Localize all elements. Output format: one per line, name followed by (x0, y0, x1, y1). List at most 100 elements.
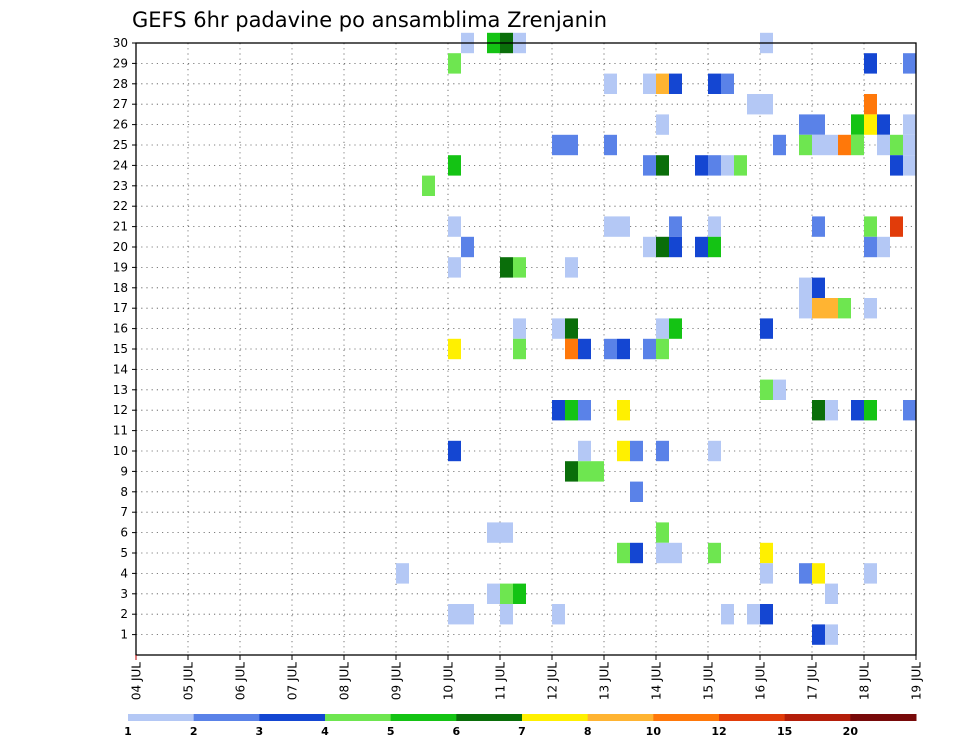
colorbar-tick-label: 8 (584, 725, 592, 738)
x-tick-label: 19 JUL (910, 662, 924, 700)
colorbar: 1 2 3 4 5 6 7 8 10 12 15 20 (124, 714, 917, 738)
precip-cell (591, 461, 604, 482)
precip-cell (760, 379, 773, 400)
x-tick-label: 10 JUL (442, 662, 456, 700)
precip-cell (721, 155, 734, 176)
precip-cell (838, 298, 851, 319)
y-tick-label: 4 (120, 566, 128, 580)
precip-cell (812, 563, 825, 584)
y-tick-label: 21 (113, 220, 128, 234)
precip-cell (500, 604, 513, 625)
precip-cell (669, 236, 682, 258)
x-tick-label: 16 JUL (754, 662, 768, 700)
precip-cell (552, 400, 565, 421)
precip-cell (643, 73, 656, 94)
precip-cell (903, 400, 916, 421)
precip-cell (630, 481, 643, 502)
precip-cell (643, 155, 656, 176)
precip-cell (851, 114, 864, 135)
precip-cell (448, 155, 461, 176)
y-axis: 1234567891011121314151617181920212223242… (113, 36, 136, 642)
precip-cell (643, 236, 656, 258)
y-tick-label: 15 (113, 342, 128, 356)
colorbar-tick-label: 12 (711, 725, 726, 738)
precip-cell (864, 563, 877, 584)
precip-cell (747, 604, 760, 625)
precip-cell (565, 257, 578, 278)
precip-cell (708, 542, 721, 564)
y-tick-label: 12 (113, 403, 128, 417)
precip-cell (513, 583, 526, 604)
precip-cell (617, 400, 630, 421)
precip-cell (448, 338, 461, 360)
precip-cell (513, 318, 526, 339)
colorbar-swatch (259, 714, 326, 721)
precip-cell (578, 461, 591, 482)
precip-cell (513, 338, 526, 360)
precip-cell (630, 542, 643, 564)
precip-cell (838, 134, 851, 156)
precip-cell (851, 134, 864, 156)
precip-cell (656, 155, 669, 176)
precip-cell (812, 400, 825, 421)
precip-cell (825, 298, 838, 319)
y-tick-label: 9 (120, 464, 128, 478)
precip-cell (669, 542, 682, 564)
colorbar-swatch (456, 714, 523, 721)
precip-cell (656, 318, 669, 339)
precip-cell (903, 53, 916, 74)
y-tick-label: 2 (120, 607, 128, 621)
precip-cell (604, 73, 617, 94)
precip-cell (578, 400, 591, 421)
y-tick-label: 23 (113, 179, 128, 193)
precip-cell (461, 236, 474, 258)
precip-cell (760, 318, 773, 339)
precip-cell (773, 134, 786, 156)
precip-cell (487, 583, 500, 604)
precip-cell (604, 134, 617, 156)
colorbar-swatch (850, 714, 917, 721)
precip-cell (643, 338, 656, 360)
precip-cell (617, 338, 630, 360)
y-tick-label: 1 (120, 628, 128, 642)
precip-cell (812, 134, 825, 156)
precip-cell (604, 338, 617, 360)
colorbar-swatch (193, 714, 260, 721)
precip-cell (552, 604, 565, 625)
colorbar-tick-label: 15 (777, 725, 792, 738)
x-tick-label: 04 JUL (130, 662, 144, 700)
colorbar-tick-label: 4 (321, 725, 329, 738)
precip-cell (617, 440, 630, 462)
precip-cell (500, 583, 513, 604)
precip-cell (565, 400, 578, 421)
precip-cell (877, 236, 890, 258)
precip-cell (695, 155, 708, 176)
precip-cell (799, 563, 812, 584)
precip-cell (773, 379, 786, 400)
y-tick-label: 26 (113, 118, 128, 132)
precip-cell (656, 440, 669, 462)
precip-cell (656, 542, 669, 564)
precip-cell (565, 338, 578, 360)
colorbar-tick-label: 2 (190, 725, 198, 738)
precip-cell (565, 318, 578, 339)
precip-cell (656, 522, 669, 543)
precip-cell (864, 236, 877, 258)
precip-cell (825, 134, 838, 156)
precip-cell (565, 461, 578, 482)
precip-cell (448, 604, 461, 625)
precip-cell (760, 563, 773, 584)
precip-cell (812, 114, 825, 135)
colorbar-tick-label: 20 (843, 725, 859, 738)
x-tick-label: 05 JUL (182, 662, 196, 700)
precip-cell (630, 440, 643, 462)
precip-cell (669, 73, 682, 94)
precip-cell (799, 134, 812, 156)
precip-cell (825, 583, 838, 604)
y-tick-label: 19 (113, 260, 128, 274)
y-tick-label: 29 (113, 56, 128, 70)
precip-cell (903, 134, 916, 156)
chart-title: GEFS 6hr padavine po ansamblima Zrenjani… (132, 8, 607, 32)
precip-cell (864, 216, 877, 237)
